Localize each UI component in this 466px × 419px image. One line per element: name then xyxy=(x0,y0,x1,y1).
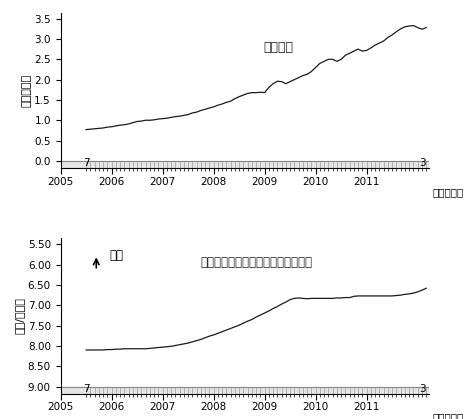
Text: 3: 3 xyxy=(419,158,426,168)
Text: 7: 7 xyxy=(83,384,89,394)
Text: （年、月）: （年、月） xyxy=(432,187,464,197)
Y-axis label: （元/ドル）: （元/ドル） xyxy=(15,297,25,334)
Y-axis label: （兆ドル）: （兆ドル） xyxy=(21,74,32,107)
Bar xyxy=(61,161,429,169)
Text: 7: 7 xyxy=(83,158,89,168)
Text: 3: 3 xyxy=(419,384,426,394)
Text: 人民元の対ドルレート（月中平均）: 人民元の対ドルレート（月中平均） xyxy=(200,256,313,269)
Bar xyxy=(61,387,429,395)
Text: 外貨準備: 外貨準備 xyxy=(263,41,293,54)
Text: （年、月）: （年、月） xyxy=(432,413,464,419)
Text: 元高: 元高 xyxy=(109,248,123,261)
